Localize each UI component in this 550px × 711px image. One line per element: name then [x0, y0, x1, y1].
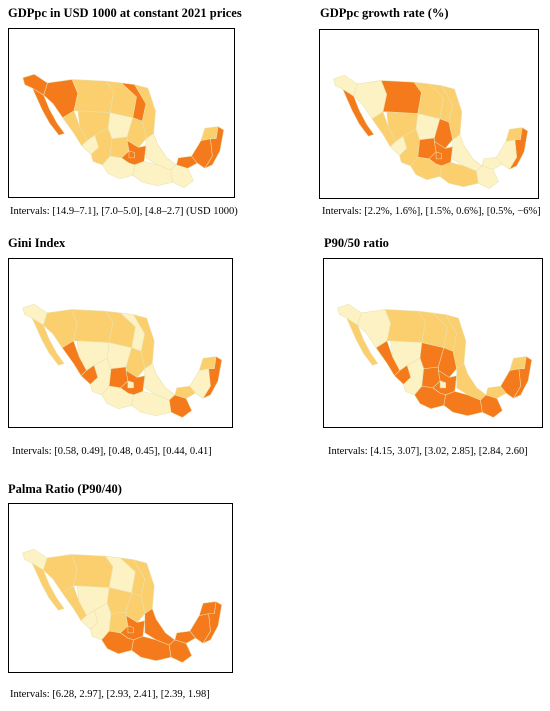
region-baja: [346, 317, 379, 366]
map-frame: [319, 29, 539, 199]
region-quintanaroo: [204, 126, 225, 169]
region-quintanaroo: [509, 127, 529, 170]
region-chihuahua: [380, 80, 422, 118]
mexico-regions: [333, 74, 529, 189]
region-chiapas: [480, 394, 503, 418]
map-frame: [323, 258, 543, 428]
choropleth-map: [22, 548, 223, 663]
region-chihuahua: [71, 79, 115, 117]
region-chiapas: [170, 164, 194, 188]
region-chiapas: [168, 639, 193, 663]
region-chihuahua: [384, 309, 426, 347]
mexico-regions: [22, 303, 223, 418]
map-frame: [8, 28, 235, 198]
panel-title: Gini Index: [8, 236, 66, 250]
region-yucatan: [198, 601, 217, 616]
choropleth-map: [337, 303, 533, 418]
panel-title: GDPpc growth rate (%): [320, 6, 449, 20]
mexico-regions: [337, 303, 533, 418]
region-chiapas: [168, 394, 193, 418]
map-frame: [8, 258, 233, 428]
choropleth-map: [22, 303, 223, 418]
intervals-legend: Intervals: [6.28, 2.97], [2.93, 2.41], […: [10, 689, 210, 700]
region-chiapas: [476, 165, 499, 189]
region-cdmx: [127, 380, 134, 389]
region-baja: [342, 88, 375, 137]
panel-title: P90/50 ratio: [324, 236, 389, 250]
region-baja: [31, 562, 65, 611]
choropleth-map: [22, 73, 225, 188]
region-chihuahua: [71, 309, 114, 347]
region-quintanaroo: [202, 356, 223, 399]
region-baja: [32, 87, 65, 136]
region-yucatan: [198, 356, 217, 371]
region-cdmx: [128, 150, 135, 159]
panel-title: Palma Ratio (P90/40): [8, 482, 122, 496]
intervals-legend: Intervals: [14.9–7.1], [7.0–5.0], [4.8–2…: [10, 206, 238, 217]
mexico-regions: [22, 73, 225, 188]
region-quintanaroo: [513, 356, 533, 399]
panel-title: GDPpc in USD 1000 at constant 2021 price…: [8, 6, 242, 20]
region-yucatan: [505, 127, 523, 142]
map-frame: [8, 503, 233, 673]
intervals-legend: Intervals: [4.15, 3.07], [3.02, 2.85], […: [328, 446, 528, 457]
mexico-regions: [22, 548, 223, 663]
choropleth-map: [333, 74, 529, 189]
intervals-legend: Intervals: [0.58, 0.49], [0.48, 0.45], […: [12, 446, 212, 457]
region-quintanaroo: [202, 601, 223, 644]
region-cdmx: [439, 380, 446, 389]
intervals-legend: Intervals: [2.2%, 1.6%], [1.5%, 0.6%], […: [322, 206, 541, 217]
region-cdmx: [435, 151, 442, 160]
region-cdmx: [127, 625, 134, 634]
region-chihuahua: [71, 554, 114, 592]
region-baja: [31, 317, 65, 366]
region-yucatan: [200, 126, 219, 141]
region-yucatan: [509, 356, 527, 371]
